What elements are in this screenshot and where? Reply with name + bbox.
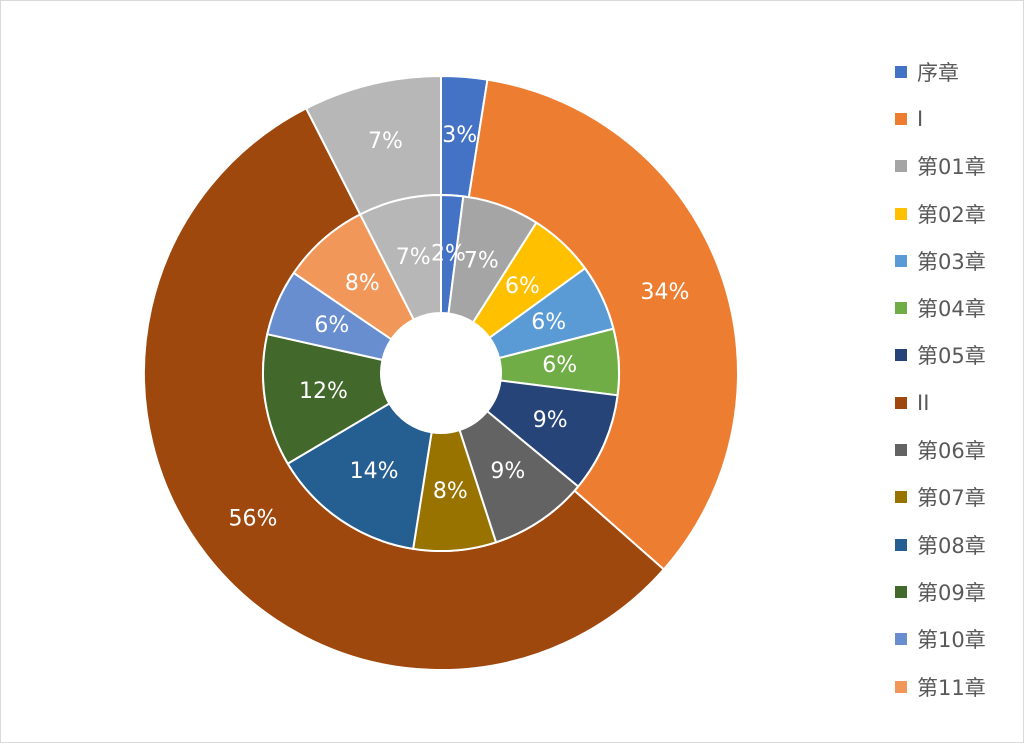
- inner-slice-8: [286, 402, 433, 550]
- legend-swatch-6: [895, 349, 907, 362]
- slice-labels: 3%34%56%7%2%7%6%6%6%9%9%8%14%12%6%8%7%: [228, 123, 689, 531]
- legend-label-1: I: [917, 106, 924, 131]
- legend-label-6: 第05章: [917, 344, 986, 369]
- inner-slice-label-8: 14%: [350, 459, 399, 484]
- inner-slice-label-0: 2%: [431, 242, 466, 267]
- legend-item-9: 第07章: [895, 474, 986, 521]
- legend-swatch-8: [895, 444, 907, 457]
- inner-slice-12: [358, 193, 442, 321]
- inner-slice-label-1: 7%: [464, 249, 499, 274]
- legend: 序章 I 第01章第02章第03章第04章第05章 II 第06章第07章第08章第09…: [895, 48, 986, 710]
- legend-item-11: 第09章: [895, 568, 986, 615]
- inner-slice-label-6: 9%: [490, 459, 525, 484]
- inner-slice-label-11: 8%: [345, 271, 380, 296]
- legend-item-13: 第11章: [895, 663, 986, 710]
- inner-slice-label-12: 7%: [396, 245, 431, 270]
- legend-swatch-9: [895, 491, 907, 504]
- legend-item-0: 序章: [895, 48, 986, 95]
- legend-swatch-3: [895, 207, 907, 220]
- legend-label-7: II: [917, 390, 930, 415]
- legend-swatch-10: [895, 538, 907, 551]
- legend-swatch-5: [895, 302, 907, 315]
- legend-swatch-12: [895, 633, 907, 646]
- legend-item-3: 第02章: [895, 190, 986, 237]
- legend-swatch-11: [895, 585, 907, 598]
- legend-label-12: 第10章: [917, 628, 986, 653]
- legend-label-9: 第07章: [917, 486, 986, 511]
- legend-item-6: 第05章: [895, 332, 986, 379]
- legend-swatch-1: [895, 112, 907, 125]
- legend-swatch-7: [895, 396, 907, 409]
- inner-slice-label-2: 6%: [505, 274, 540, 299]
- outer-ring: [143, 74, 739, 671]
- legend-swatch-2: [895, 160, 907, 173]
- legend-item-2: 第01章: [895, 143, 986, 190]
- legend-swatch-0: [895, 65, 907, 78]
- inner-slice-label-10: 6%: [314, 313, 349, 338]
- legend-label-4: 第03章: [917, 249, 986, 274]
- legend-label-8: 第06章: [917, 439, 986, 464]
- outer-slice-label-0: 3%: [442, 123, 477, 148]
- legend-item-7: II: [895, 379, 986, 426]
- legend-item-12: 第10章: [895, 616, 986, 663]
- legend-item-5: 第04章: [895, 284, 986, 331]
- inner-slice-label-7: 8%: [433, 479, 468, 504]
- legend-label-13: 第11章: [917, 675, 986, 700]
- outer-slice-label-2: 56%: [228, 506, 277, 531]
- legend-label-0: 序章: [917, 60, 959, 85]
- inner-slice-label-4: 6%: [542, 353, 577, 378]
- legend-label-3: 第02章: [917, 202, 986, 227]
- outer-slice-label-1: 34%: [640, 280, 689, 305]
- legend-item-10: 第08章: [895, 521, 986, 568]
- inner-slice-label-9: 12%: [299, 379, 348, 404]
- outer-slice-label-3: 7%: [368, 129, 403, 154]
- legend-label-11: 第09章: [917, 580, 986, 605]
- legend-swatch-13: [895, 680, 907, 693]
- legend-swatch-4: [895, 254, 907, 267]
- legend-label-2: 第01章: [917, 155, 986, 180]
- legend-item-1: I: [895, 95, 986, 142]
- legend-item-8: 第06章: [895, 426, 986, 473]
- legend-label-5: 第04章: [917, 297, 986, 322]
- inner-slice-label-3: 6%: [531, 310, 566, 335]
- inner-ring: [262, 193, 620, 552]
- legend-label-10: 第08章: [917, 533, 986, 558]
- legend-item-4: 第03章: [895, 237, 986, 284]
- inner-slice-9: [262, 332, 391, 465]
- inner-slice-label-5: 9%: [533, 408, 568, 433]
